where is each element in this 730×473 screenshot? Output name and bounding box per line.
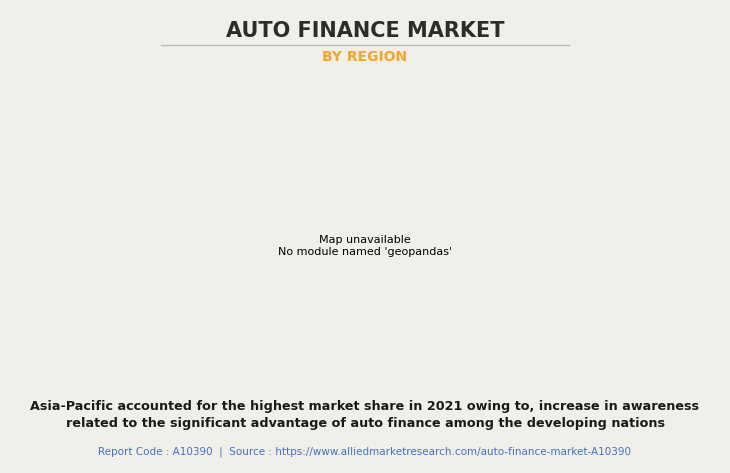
- Text: Report Code : A10390  |  Source : https://www.alliedmarketresearch.com/auto-fina: Report Code : A10390 | Source : https://…: [99, 447, 631, 457]
- Text: BY REGION: BY REGION: [323, 50, 407, 64]
- Text: Asia-Pacific accounted for the highest market share in 2021 owing to, increase i: Asia-Pacific accounted for the highest m…: [31, 400, 699, 412]
- Text: Map unavailable
No module named 'geopandas': Map unavailable No module named 'geopand…: [278, 235, 452, 257]
- Text: AUTO FINANCE MARKET: AUTO FINANCE MARKET: [226, 21, 504, 41]
- Text: related to the significant advantage of auto finance among the developing nation: related to the significant advantage of …: [66, 417, 664, 430]
